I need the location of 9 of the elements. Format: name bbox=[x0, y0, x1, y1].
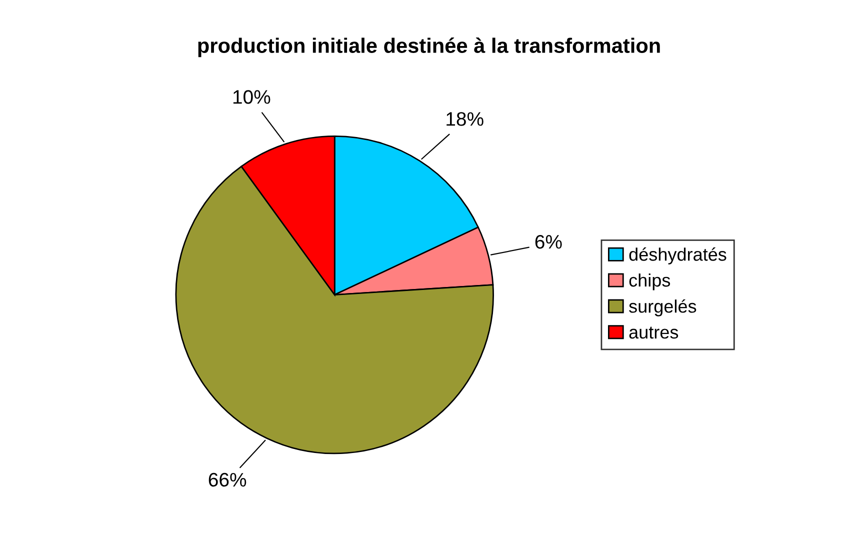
legend-label: chips bbox=[629, 273, 670, 290]
chart-title: production initiale destinée à la transformation bbox=[198, 38, 660, 58]
data-label: 66% bbox=[208, 472, 246, 487]
legend-label: déshydratés bbox=[629, 247, 726, 264]
legend-label: surgelés bbox=[629, 299, 696, 316]
data-label: 18% bbox=[446, 112, 484, 126]
data-label: 10% bbox=[233, 90, 270, 104]
data-label: 6% bbox=[535, 234, 562, 249]
legend-label: autres bbox=[629, 326, 678, 339]
